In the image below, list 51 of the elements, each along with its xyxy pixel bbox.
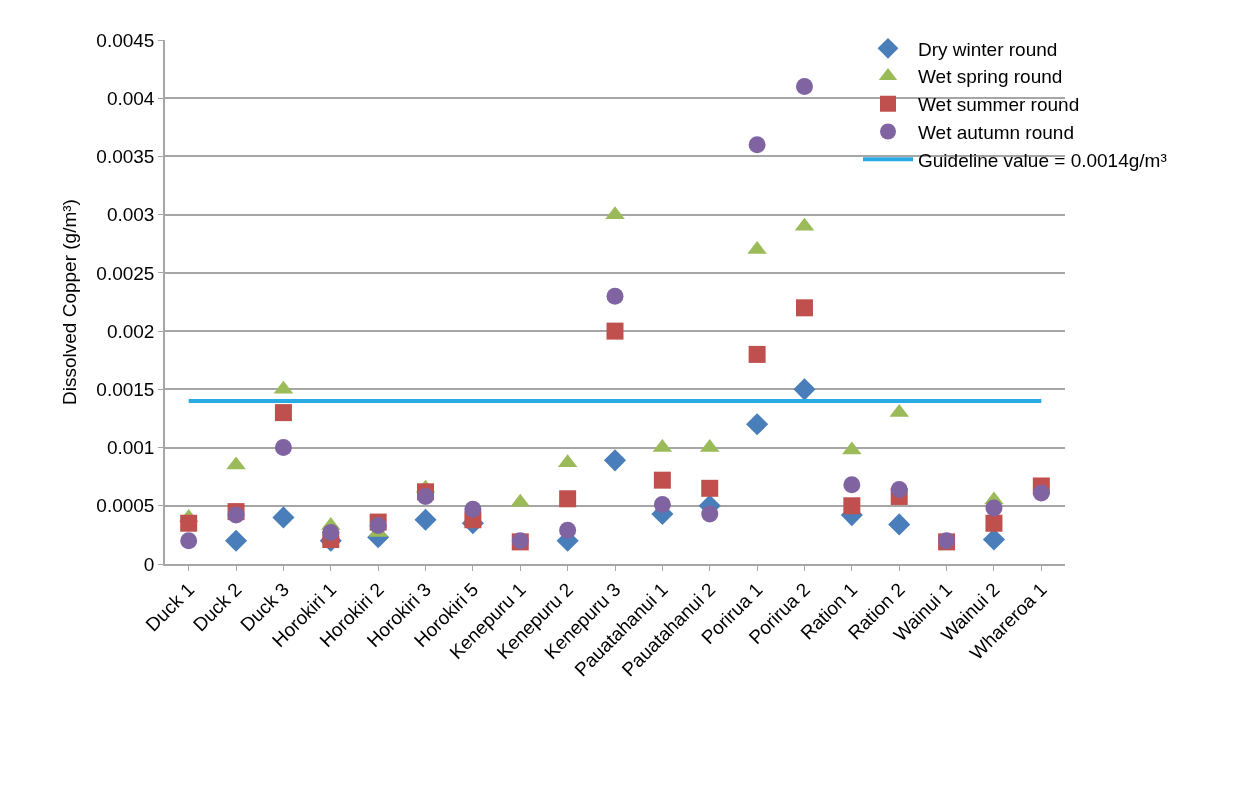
y-tick-label: 0.0035 (96, 146, 155, 168)
y-tick-label: 0.0045 (96, 29, 155, 51)
point (274, 439, 292, 457)
point (985, 514, 1003, 532)
point (603, 449, 627, 472)
point (1032, 484, 1050, 502)
point (890, 480, 908, 498)
point (795, 78, 813, 96)
point (746, 413, 769, 436)
point (180, 514, 198, 532)
point (748, 136, 766, 154)
point (414, 508, 437, 531)
point (843, 476, 861, 494)
legend-label: Dry winter round (918, 38, 1058, 60)
point (274, 404, 292, 422)
point (417, 487, 435, 505)
y-tick-label: 0.0025 (96, 262, 155, 284)
point (180, 532, 198, 550)
legend-label: Wet summer round (918, 94, 1080, 116)
point (795, 299, 813, 317)
point (701, 479, 719, 497)
point (606, 287, 624, 305)
point (653, 471, 671, 489)
point (842, 441, 862, 455)
point (985, 499, 1003, 517)
legend-label: Wet spring round (918, 66, 1063, 88)
point (464, 500, 482, 518)
y-tick-label: 0 (143, 553, 155, 575)
point (272, 506, 295, 529)
y-tick-label: 0.001 (106, 437, 155, 459)
point (653, 496, 671, 514)
point (226, 456, 246, 470)
point (322, 524, 340, 542)
point (369, 517, 387, 535)
y-axis-title: Dissolved Copper (g/m³) (58, 199, 80, 405)
legend-label: Wet autumn round (918, 121, 1074, 143)
point (606, 322, 624, 340)
point (793, 378, 816, 401)
y-tick-label: 0.0015 (96, 378, 155, 400)
point (748, 345, 766, 363)
point (843, 497, 861, 515)
y-tick-label: 0.0005 (96, 495, 155, 517)
point (888, 513, 911, 536)
y-tick-label: 0.003 (106, 204, 155, 226)
point (559, 521, 577, 539)
y-tick-label: 0.002 (106, 320, 155, 342)
legend-label: Guideline value = 0.0014g/m³ (918, 149, 1167, 171)
point (559, 490, 577, 508)
y-tick-label: 0.004 (106, 87, 155, 109)
point (701, 505, 719, 523)
point (225, 529, 248, 552)
